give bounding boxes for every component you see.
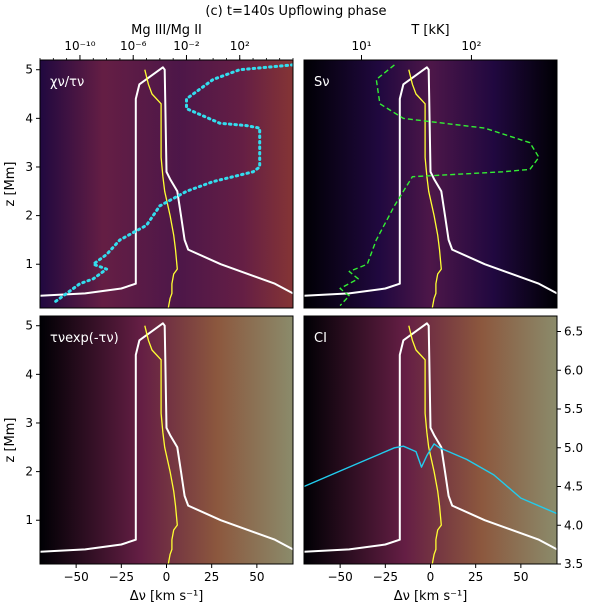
series-line-dashed-green	[339, 64, 540, 307]
x-tick-label: 25	[204, 570, 219, 584]
panel-label: Sν	[314, 75, 330, 90]
y-tick-label: 3	[25, 160, 33, 174]
top-tick-label: 10⁻²	[173, 39, 200, 53]
series-group	[40, 322, 293, 564]
series-line-solid-white	[40, 322, 293, 553]
right-tick-label: 3.5	[564, 557, 583, 571]
top-tick-label: 10²	[230, 39, 250, 53]
panel-label: χν/τν	[50, 75, 84, 90]
y-tick-label: 3	[25, 416, 33, 430]
top-tick-label: 10¹	[351, 39, 371, 53]
panel-ratio: χν/τν 1 2 3 4 5 z [Mm] 10⁻¹⁰ 10⁻⁶ 10⁻² 10² Mg III/M…	[3, 23, 294, 309]
y-tick-label: 4	[25, 367, 33, 381]
x-tick-label: 0	[427, 570, 435, 584]
heatmap-intensity	[304, 60, 557, 308]
right-tick-label: 6.0	[564, 363, 583, 377]
series-group	[304, 322, 557, 564]
x-tick-label: 50	[249, 570, 264, 584]
right-tick-label: 6.5	[564, 325, 583, 339]
y-tick-label: 1	[25, 513, 33, 527]
top-tick-label: 10²	[461, 39, 481, 53]
figure-title: (c) t=140s Upflowing phase	[205, 4, 386, 19]
series-line-solid-yellow	[144, 325, 178, 564]
series-line-solid-white	[40, 66, 293, 297]
series-line-solid-yellow	[408, 69, 442, 308]
panel-opacity-exp: τνexp(-τν) 1 2 3 4 5 z [Mm] −50 −25 0 25 50 Δν [km s…	[3, 315, 294, 604]
series-line-solid-yellow	[144, 69, 178, 308]
series-line-solid-cyan	[304, 443, 557, 515]
top-tick-label: 10⁻¹⁰	[64, 39, 95, 53]
x-tick-label: 0	[163, 570, 171, 584]
series-line-solid-white	[304, 322, 557, 553]
x-axis-label: Δν [km s⁻¹]	[394, 589, 468, 604]
y-tick-label: 5	[25, 63, 33, 77]
y-tick-label: 2	[25, 209, 33, 223]
panel-label: τνexp(-τν)	[50, 331, 119, 346]
right-tick-label: 5.0	[564, 441, 583, 455]
series-group	[304, 64, 557, 308]
panel-frame	[39, 59, 294, 309]
series-line-solid-yellow	[408, 325, 442, 564]
x-tick-label: 50	[513, 570, 528, 584]
series-group	[40, 63, 293, 308]
y-tick-label: 1	[25, 257, 33, 271]
top-axis-label: T [kK]	[410, 23, 449, 38]
top-axis-label: Mg III/Mg II	[131, 23, 202, 38]
right-tick-label: 4.5	[564, 480, 583, 494]
heatmap-intensity	[304, 316, 557, 564]
heatmap-intensity	[40, 316, 293, 564]
panel-contribution: CI −50 −25 0 25 50 Δν [km s⁻¹] 3.5 4.0 4.5 5.0 5.5 6…	[303, 315, 583, 604]
panel-frame	[303, 59, 558, 309]
right-tick-label: 4.0	[564, 518, 583, 532]
y-tick-label: 4	[25, 111, 33, 125]
y-axis-label: z [Mm]	[3, 162, 18, 207]
x-tick-label: −50	[63, 570, 88, 584]
y-axis-label: z [Mm]	[3, 418, 18, 463]
top-tick-label: 10⁻⁶	[120, 39, 147, 53]
y-tick-label: 2	[25, 465, 33, 479]
x-tick-label: 25	[468, 570, 483, 584]
x-tick-label: −25	[373, 570, 398, 584]
heatmap-intensity	[40, 60, 293, 308]
y-tick-label: 5	[25, 319, 33, 333]
right-tick-label: 5.5	[564, 402, 583, 416]
series-line-solid-white	[304, 66, 557, 297]
x-axis-label: Δν [km s⁻¹]	[130, 589, 204, 604]
series-line-dotted-cyan	[51, 63, 293, 305]
panel-label: CI	[314, 331, 327, 346]
x-tick-label: −50	[327, 570, 352, 584]
x-tick-label: −25	[109, 570, 134, 584]
panel-source-function: Sν 10¹ 10² T [kK]	[303, 23, 558, 309]
